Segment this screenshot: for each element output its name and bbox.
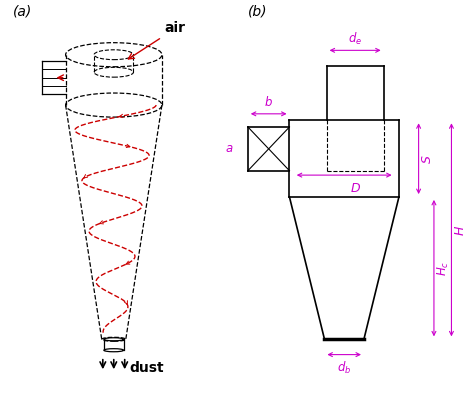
Text: (a): (a): [13, 4, 32, 19]
Text: b: b: [265, 97, 273, 110]
Text: $d_b$: $d_b$: [337, 360, 351, 376]
Text: (b): (b): [248, 4, 267, 19]
Text: a: a: [226, 142, 233, 155]
Text: dust: dust: [129, 361, 164, 375]
Text: H: H: [454, 225, 467, 234]
Text: $H_c$: $H_c$: [436, 260, 451, 276]
Text: $d_e$: $d_e$: [348, 32, 362, 47]
Text: S: S: [421, 155, 434, 163]
Text: air: air: [164, 21, 185, 35]
Text: D: D: [350, 182, 360, 195]
